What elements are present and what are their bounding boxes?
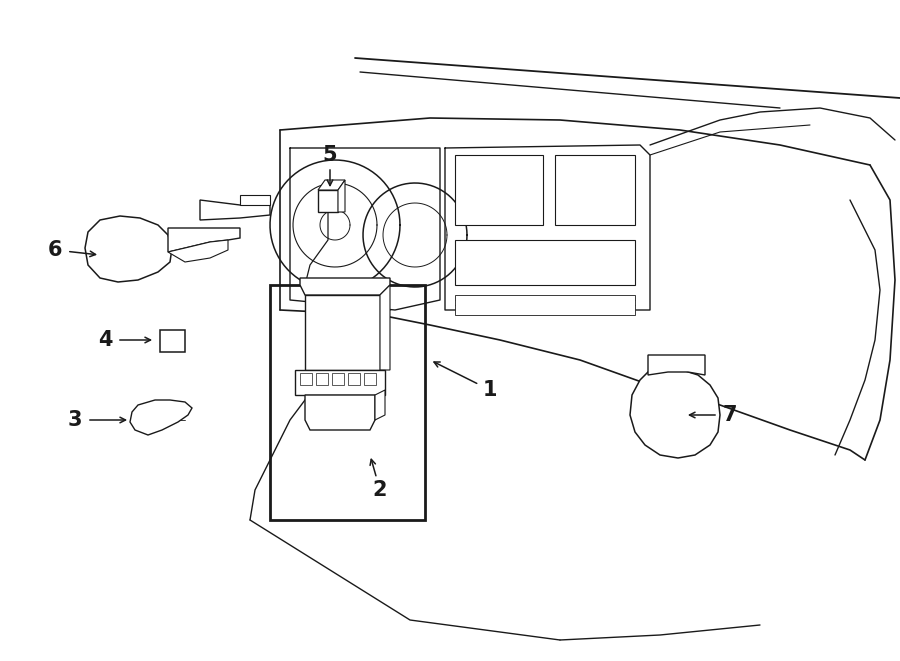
Text: 3: 3 [68, 410, 82, 430]
Polygon shape [200, 200, 270, 220]
Polygon shape [168, 228, 240, 252]
Bar [270, 285, 425, 520]
Polygon shape [332, 373, 344, 385]
Text: 5: 5 [323, 145, 338, 165]
Text: 6: 6 [48, 240, 62, 260]
Text: 1: 1 [482, 380, 497, 400]
Text: 2: 2 [373, 480, 387, 500]
Polygon shape [316, 373, 328, 385]
Polygon shape [168, 240, 228, 262]
Bar [555, 155, 635, 225]
Bar [455, 295, 635, 315]
Polygon shape [85, 216, 172, 282]
Polygon shape [130, 400, 192, 435]
Polygon shape [305, 395, 375, 430]
Polygon shape [364, 373, 376, 385]
Polygon shape [318, 180, 345, 190]
Text: 4: 4 [98, 330, 112, 350]
Polygon shape [305, 295, 380, 370]
Polygon shape [348, 373, 360, 385]
Polygon shape [630, 368, 720, 458]
Polygon shape [295, 370, 385, 395]
Bar [160, 330, 185, 352]
Polygon shape [318, 190, 338, 212]
Bar [455, 240, 635, 285]
Polygon shape [300, 373, 312, 385]
Bar [455, 155, 543, 225]
Polygon shape [648, 355, 705, 375]
Polygon shape [375, 390, 385, 420]
Polygon shape [300, 278, 390, 295]
Polygon shape [380, 285, 390, 370]
Polygon shape [240, 195, 270, 205]
Polygon shape [338, 180, 345, 212]
Text: 7: 7 [723, 405, 737, 425]
